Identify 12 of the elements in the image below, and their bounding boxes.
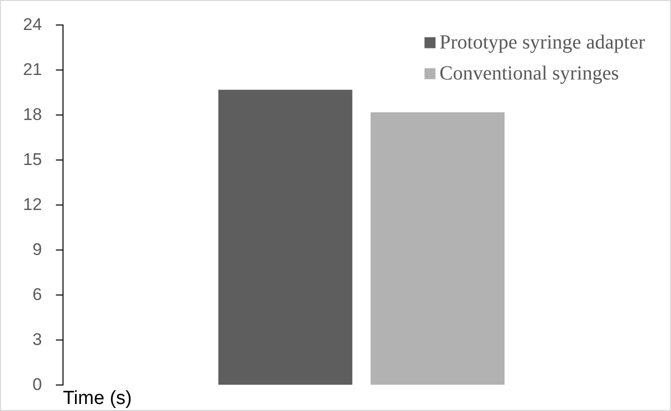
y-tick-label: 3 — [32, 330, 42, 349]
y-tick-label: 9 — [32, 240, 42, 259]
y-tick-label: 12 — [22, 194, 42, 214]
y-tick-label: 0 — [32, 374, 42, 394]
y-tick-label: 24 — [22, 14, 42, 34]
y-tick-label: 21 — [22, 60, 42, 79]
y-tick-label: 18 — [22, 104, 42, 124]
legend-label: Conventional syringes — [440, 62, 620, 84]
y-tick-label: 6 — [32, 284, 42, 304]
x-axis-title: Time (s) — [62, 388, 132, 409]
y-tick-label: 15 — [22, 150, 42, 169]
legend-label: Prototype syringe adapter — [440, 31, 646, 54]
